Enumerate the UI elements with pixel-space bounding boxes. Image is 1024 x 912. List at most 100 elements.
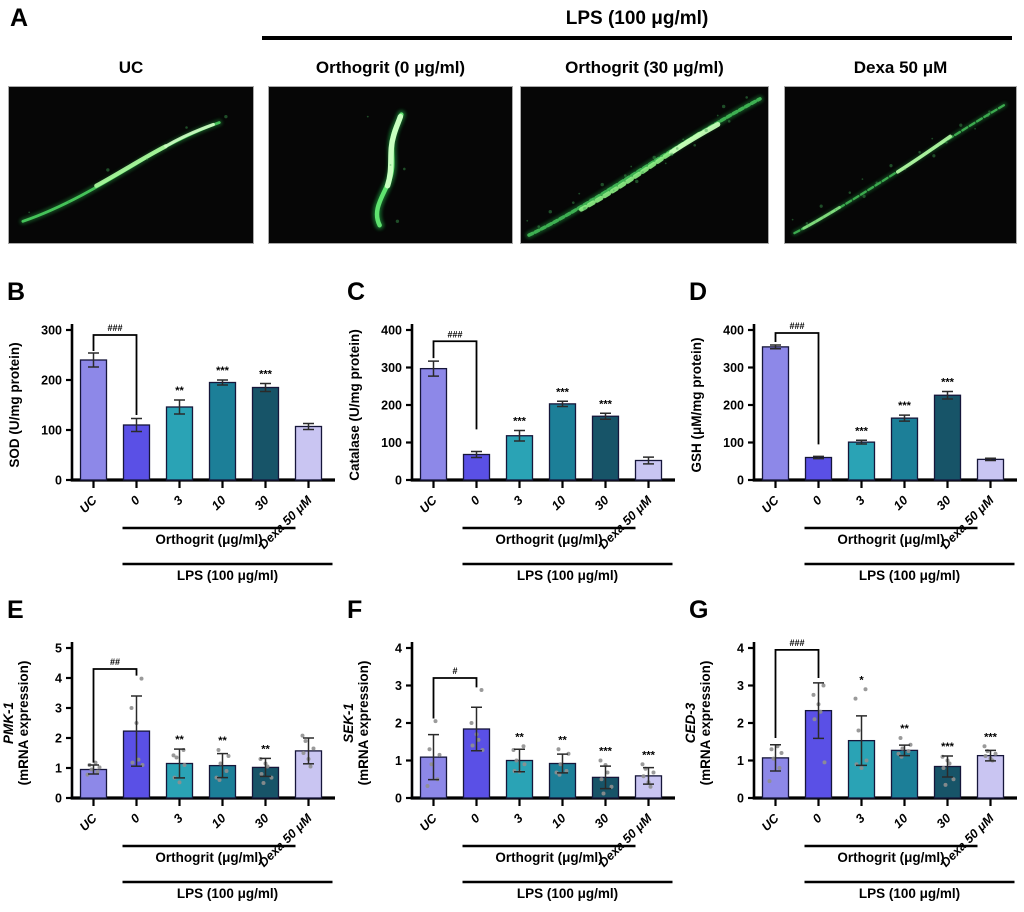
svg-text:Orthogrit (μg/ml): Orthogrit (μg/ml) — [495, 850, 602, 865]
svg-text:2: 2 — [737, 717, 744, 731]
svg-text:3: 3 — [395, 679, 402, 693]
svg-text:LPS (100 μg/ml): LPS (100 μg/ml) — [859, 568, 960, 583]
svg-text:300: 300 — [41, 324, 62, 338]
svg-text:30: 30 — [934, 493, 954, 513]
svg-text:###: ### — [447, 329, 462, 339]
chart-panel-e: E 0 1 2 3 4 5 PMK-1 (mRNA expression) ** ** ** ## UC… — [1, 596, 342, 912]
svg-text:**: ** — [218, 735, 227, 747]
panel-b-label: B — [7, 278, 26, 306]
svg-text:10: 10 — [209, 811, 229, 831]
svg-text:0: 0 — [395, 474, 402, 488]
svg-text:30: 30 — [592, 811, 612, 831]
svg-text:***: *** — [855, 425, 869, 437]
svg-text:**: ** — [175, 385, 184, 397]
svg-text:Orthogrit (μg/ml): Orthogrit (μg/ml) — [155, 532, 262, 547]
svg-text:Orthogrit (μg/ml): Orthogrit (μg/ml) — [155, 850, 262, 865]
svg-text:(mRNA expression): (mRNA expression) — [356, 661, 371, 786]
micrograph-dexa — [784, 86, 1017, 244]
svg-text:Orthogrit (μg/ml): Orthogrit (μg/ml) — [837, 532, 944, 547]
panel-d-label: D — [689, 278, 708, 306]
svg-text:3: 3 — [511, 493, 526, 508]
worm-fluorescence-image-dexa — [785, 87, 1016, 243]
svg-text:LPS (100 μg/ml): LPS (100 μg/ml) — [859, 886, 960, 901]
svg-text:***: *** — [984, 731, 998, 743]
svg-text:100: 100 — [41, 424, 62, 438]
svg-text:UC: UC — [77, 811, 100, 834]
svg-text:3: 3 — [853, 811, 868, 826]
worm-fluorescence-image-orthogrit-0 — [269, 87, 512, 243]
svg-text:(mRNA expression): (mRNA expression) — [698, 661, 713, 786]
worm-fluorescence-image-uc — [9, 87, 253, 243]
svg-text:LPS (100 μg/ml): LPS (100 μg/ml) — [177, 568, 278, 583]
svg-text:10: 10 — [891, 493, 911, 513]
chart-panel-g: G 0 1 2 3 4 CED-3 (mRNA expression) * ** *** *** ##… — [683, 596, 1024, 912]
svg-text:SEK-1: SEK-1 — [341, 703, 356, 743]
panel-e-label: E — [7, 596, 24, 624]
svg-text:10: 10 — [209, 493, 229, 513]
svg-text:0: 0 — [468, 493, 483, 508]
svg-text:0: 0 — [737, 792, 744, 806]
panel-g-label: G — [689, 596, 709, 624]
svg-text:UC: UC — [759, 811, 782, 834]
svg-text:0: 0 — [128, 811, 143, 826]
svg-text:2: 2 — [55, 732, 62, 746]
svg-text:UC: UC — [417, 811, 440, 834]
svg-text:30: 30 — [252, 811, 272, 831]
svg-text:30: 30 — [934, 811, 954, 831]
svg-text:400: 400 — [381, 324, 402, 338]
svg-text:3: 3 — [853, 493, 868, 508]
micrograph-label-uc: UC — [118, 58, 144, 77]
svg-text:***: *** — [259, 369, 273, 381]
svg-text:***: *** — [642, 749, 656, 761]
svg-text:10: 10 — [891, 811, 911, 831]
micrograph-label-orthogrit-0: Orthogrit (0 μg/ml) — [315, 58, 466, 77]
panel-c-label: C — [347, 278, 366, 306]
svg-text:30: 30 — [252, 493, 272, 513]
chart-panel-b: B 0 100 200 300 SOD (U/mg protein) ** *** *** ##… — [2, 280, 342, 596]
svg-text:PMK-1: PMK-1 — [1, 702, 16, 744]
svg-text:0: 0 — [810, 811, 825, 826]
svg-text:Orthogrit (μg/ml): Orthogrit (μg/ml) — [495, 532, 602, 547]
svg-text:SOD (U/mg protein): SOD (U/mg protein) — [7, 342, 22, 467]
svg-text:***: *** — [216, 365, 230, 377]
svg-text:200: 200 — [381, 399, 402, 413]
svg-text:***: *** — [941, 377, 955, 389]
svg-text:300: 300 — [723, 361, 744, 375]
panel-f-label: F — [347, 596, 363, 624]
svg-text:GSH (μM/mg protein): GSH (μM/mg protein) — [689, 338, 704, 473]
svg-text:1: 1 — [55, 762, 62, 776]
svg-text:#: # — [452, 666, 457, 676]
svg-text:0: 0 — [810, 493, 825, 508]
svg-text:3: 3 — [171, 811, 186, 826]
svg-text:LPS (100 μg/ml): LPS (100 μg/ml) — [517, 568, 618, 583]
svg-text:**: ** — [261, 743, 270, 755]
svg-text:###: ### — [789, 321, 804, 331]
svg-text:***: *** — [513, 416, 527, 428]
svg-text:**: ** — [515, 731, 524, 743]
svg-text:0: 0 — [395, 792, 402, 806]
svg-text:200: 200 — [41, 374, 62, 388]
svg-text:100: 100 — [381, 436, 402, 450]
svg-text:3: 3 — [737, 679, 744, 693]
svg-text:LPS (100 μg/ml): LPS (100 μg/ml) — [517, 886, 618, 901]
lps-group-header: LPS (100 μg/ml) — [565, 8, 709, 29]
svg-text:4: 4 — [55, 672, 62, 686]
svg-text:###: ### — [107, 323, 122, 333]
svg-text:LPS (100 μg/ml): LPS (100 μg/ml) — [177, 886, 278, 901]
svg-text:CED-3: CED-3 — [683, 702, 698, 743]
svg-text:***: *** — [898, 400, 912, 412]
svg-text:10: 10 — [549, 493, 569, 513]
svg-text:**: ** — [900, 723, 909, 735]
svg-text:300: 300 — [381, 361, 402, 375]
micrograph-label-orthogrit-30: Orthogrit (30 μg/ml) — [565, 58, 724, 77]
svg-text:0: 0 — [55, 474, 62, 488]
worm-fluorescence-image-orthogrit-30 — [521, 87, 768, 243]
svg-text:10: 10 — [549, 811, 569, 831]
svg-text:4: 4 — [395, 642, 402, 656]
svg-text:3: 3 — [511, 811, 526, 826]
